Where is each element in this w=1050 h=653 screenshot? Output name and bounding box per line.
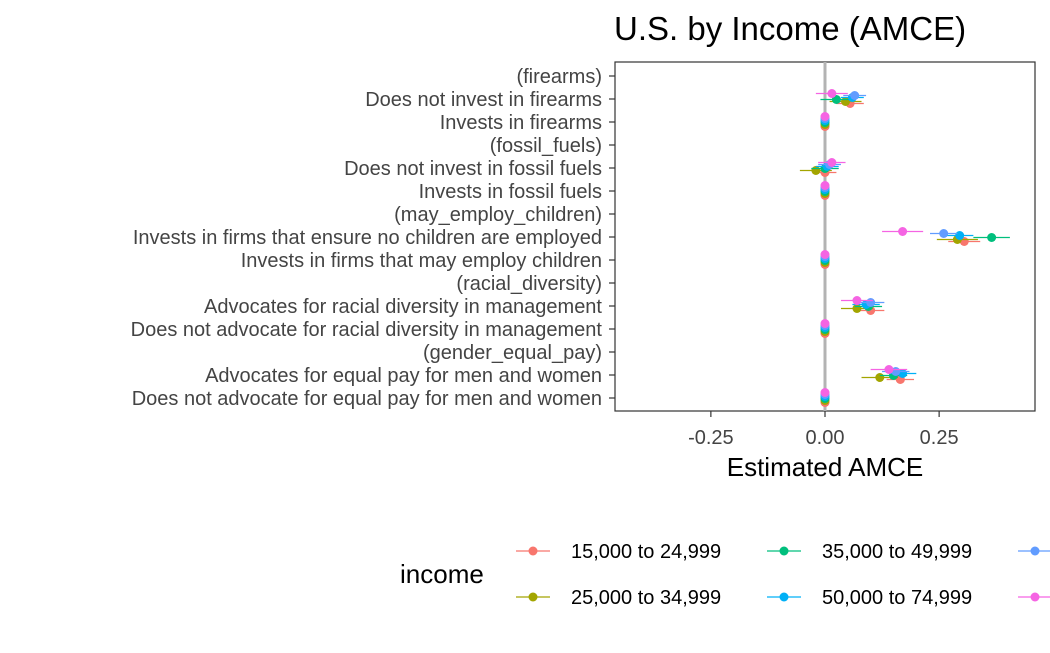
y-tick-label: Advocates for equal pay for men and wome… <box>205 365 602 387</box>
y-axis-ticks <box>609 75 615 399</box>
legend-label: 35,000 to 49,999 <box>822 541 972 563</box>
x-tick-label: 0.00 <box>806 427 845 449</box>
y-tick-label: (may_employ_children) <box>394 204 602 226</box>
y-tick-label: Invests in firearms <box>440 112 602 134</box>
data-point <box>866 298 876 307</box>
series-group <box>815 89 924 397</box>
data-point <box>884 365 894 374</box>
legend-item <box>1018 546 1050 556</box>
plot-marks <box>799 89 1010 407</box>
legend-key-point <box>1030 592 1040 602</box>
y-tick-label: (gender_equal_pay) <box>423 342 602 364</box>
y-axis-labels: (firearms)Does not invest in firearmsInv… <box>131 66 603 410</box>
data-point <box>939 229 949 238</box>
legend-item: 15,000 to 24,999 <box>516 541 721 563</box>
legend: 15,000 to 24,999 25,000 to 34,999 35,000 t… <box>516 541 1050 609</box>
y-tick-label: Invests in firms that may employ childre… <box>241 250 602 272</box>
chart-title: U.S. by Income (AMCE) <box>614 10 966 47</box>
legend-key-point <box>779 546 789 556</box>
data-point <box>820 319 830 328</box>
legend-item: 50,000 to 74,999 <box>767 587 972 609</box>
legend-item: 25,000 to 34,999 <box>516 587 721 609</box>
data-point <box>850 91 860 100</box>
legend-title: income <box>400 559 484 589</box>
x-tick-label: -0.25 <box>688 427 734 449</box>
legend-label: 15,000 to 24,999 <box>571 541 721 563</box>
legend-key-point <box>528 592 538 602</box>
data-point <box>898 227 908 236</box>
legend-key-point <box>1030 546 1040 556</box>
legend-label: 50,000 to 74,999 <box>822 587 972 609</box>
y-tick-label: Invests in fossil fuels <box>419 181 602 203</box>
legend-label: 25,000 to 34,999 <box>571 587 721 609</box>
data-point <box>852 296 862 305</box>
y-tick-label: Invests in firms that ensure no children… <box>133 227 602 249</box>
data-point <box>955 231 965 240</box>
legend-item <box>1018 592 1050 602</box>
x-axis-title: Estimated AMCE <box>727 452 924 482</box>
y-tick-label: Does not advocate for equal pay for men … <box>132 388 602 410</box>
data-point <box>820 112 830 121</box>
data-point <box>987 233 997 242</box>
x-tick-label: 0.25 <box>920 427 959 449</box>
y-tick-label: (fossil_fuels) <box>490 135 602 157</box>
legend-item: 35,000 to 49,999 <box>767 541 972 563</box>
y-tick-label: Advocates for racial diversity in manage… <box>204 296 602 318</box>
data-point <box>827 89 837 98</box>
legend-key-point <box>528 546 538 556</box>
y-tick-label: (firearms) <box>516 66 602 88</box>
data-point <box>827 158 837 167</box>
y-tick-label: Does not invest in fossil fuels <box>344 158 602 180</box>
data-point <box>820 388 830 397</box>
data-point <box>820 181 830 190</box>
x-axis: -0.25 0.00 0.25 <box>688 411 959 449</box>
data-point <box>852 304 862 313</box>
y-tick-label: Does not advocate for racial diversity i… <box>131 319 603 341</box>
y-tick-label: (racial_diversity) <box>456 273 602 295</box>
y-tick-label: Does not invest in firearms <box>365 89 602 111</box>
legend-key-point <box>779 592 789 602</box>
data-point <box>820 250 830 259</box>
data-point <box>875 373 885 382</box>
data-point <box>811 166 821 175</box>
